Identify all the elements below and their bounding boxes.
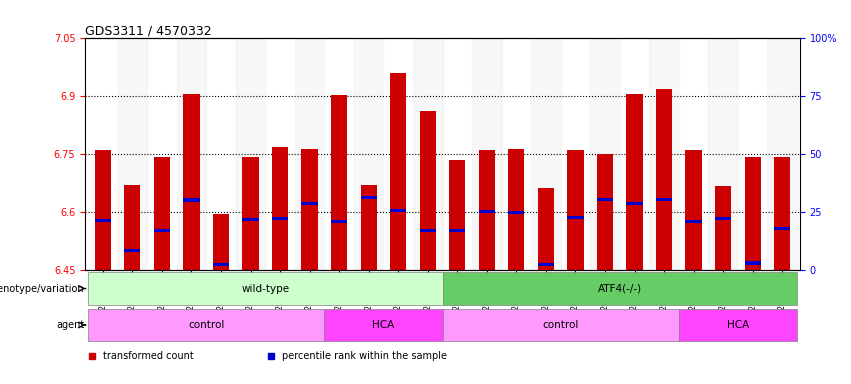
Text: HCA: HCA: [727, 320, 749, 330]
Bar: [390, 209, 406, 212]
Bar: [508, 211, 524, 214]
Bar: [361, 185, 377, 270]
Bar: [745, 262, 761, 265]
Bar: [294, 38, 324, 270]
Bar: [243, 157, 259, 270]
Text: ATF4(-/-): ATF4(-/-): [597, 283, 642, 293]
Bar: [449, 160, 465, 270]
FancyBboxPatch shape: [88, 272, 443, 305]
Bar: [124, 249, 140, 252]
Bar: [449, 229, 465, 232]
Text: percentile rank within the sample: percentile rank within the sample: [282, 351, 447, 361]
Bar: [745, 157, 761, 270]
Bar: [301, 202, 317, 205]
Bar: [708, 38, 738, 270]
FancyBboxPatch shape: [443, 309, 679, 341]
Bar: [479, 210, 495, 213]
Bar: [538, 263, 554, 266]
Bar: [420, 111, 436, 270]
Bar: [597, 198, 613, 201]
Text: HCA: HCA: [373, 320, 395, 330]
Bar: [94, 219, 111, 222]
Bar: [715, 186, 731, 270]
Bar: [774, 157, 791, 270]
Bar: [331, 220, 347, 223]
Bar: [774, 227, 791, 230]
Bar: [354, 38, 384, 270]
Bar: [531, 38, 561, 270]
Bar: [597, 154, 613, 270]
Bar: [183, 199, 200, 202]
Bar: [508, 149, 524, 270]
Bar: [413, 38, 443, 270]
Bar: [479, 150, 495, 270]
Bar: [626, 202, 643, 205]
Bar: [183, 94, 200, 270]
Bar: [768, 38, 797, 270]
Bar: [390, 73, 406, 270]
Text: control: control: [188, 320, 225, 330]
Bar: [272, 217, 288, 220]
Text: GDS3311 / 4570332: GDS3311 / 4570332: [85, 24, 212, 37]
Bar: [243, 218, 259, 221]
Bar: [656, 89, 672, 270]
Bar: [626, 94, 643, 270]
Text: agent: agent: [56, 320, 84, 330]
FancyBboxPatch shape: [324, 309, 443, 341]
Bar: [538, 189, 554, 270]
FancyBboxPatch shape: [443, 272, 797, 305]
Bar: [568, 216, 584, 219]
Bar: [685, 220, 702, 223]
Bar: [213, 263, 229, 266]
Bar: [420, 229, 436, 232]
Bar: [331, 95, 347, 270]
Text: wild-type: wild-type: [241, 283, 289, 293]
Bar: [213, 214, 229, 270]
Text: transformed count: transformed count: [103, 351, 194, 361]
Bar: [361, 196, 377, 199]
Text: control: control: [542, 320, 579, 330]
Bar: [301, 149, 317, 270]
Bar: [154, 229, 170, 232]
Bar: [591, 38, 620, 270]
Bar: [649, 38, 679, 270]
Bar: [656, 198, 672, 201]
Bar: [117, 38, 147, 270]
Text: genotype/variation: genotype/variation: [0, 283, 84, 293]
Bar: [272, 147, 288, 270]
Bar: [685, 151, 702, 270]
Bar: [94, 150, 111, 270]
Bar: [236, 38, 266, 270]
Bar: [715, 217, 731, 220]
FancyBboxPatch shape: [88, 309, 324, 341]
FancyBboxPatch shape: [679, 309, 797, 341]
Bar: [124, 184, 140, 270]
Bar: [177, 38, 206, 270]
Bar: [568, 151, 584, 270]
Bar: [472, 38, 501, 270]
Bar: [154, 157, 170, 270]
